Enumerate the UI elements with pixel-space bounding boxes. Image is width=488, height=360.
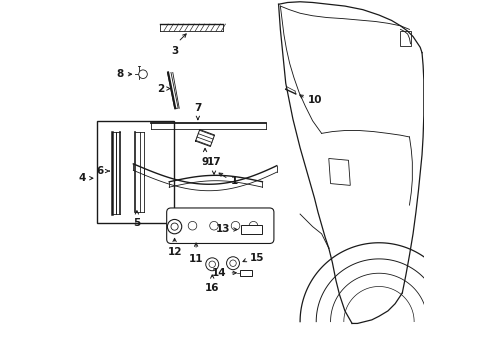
Polygon shape (328, 158, 349, 185)
Circle shape (139, 70, 147, 78)
Text: 7: 7 (194, 103, 201, 113)
Circle shape (249, 221, 257, 230)
Circle shape (171, 223, 178, 230)
Text: 10: 10 (307, 95, 322, 105)
Circle shape (167, 220, 182, 234)
Circle shape (229, 260, 236, 266)
Text: 6: 6 (96, 166, 103, 176)
Text: 1: 1 (230, 176, 238, 186)
Text: 12: 12 (167, 247, 182, 257)
FancyBboxPatch shape (166, 208, 273, 243)
Text: 14: 14 (211, 268, 226, 278)
Text: 4: 4 (79, 173, 86, 183)
Text: 3: 3 (171, 45, 178, 55)
Text: 16: 16 (204, 283, 219, 293)
Text: 13: 13 (215, 225, 230, 234)
Text: 2: 2 (157, 84, 164, 94)
Circle shape (208, 261, 215, 267)
Text: 8: 8 (116, 69, 123, 79)
Bar (240, 270, 251, 276)
Bar (97, 121, 174, 223)
Circle shape (209, 221, 218, 230)
Text: 9: 9 (201, 157, 208, 167)
Text: 15: 15 (249, 253, 264, 263)
Text: 17: 17 (206, 157, 221, 167)
Circle shape (188, 221, 196, 230)
Text: 5: 5 (133, 219, 140, 228)
Circle shape (231, 221, 239, 230)
Circle shape (226, 257, 239, 270)
Text: 11: 11 (188, 253, 203, 264)
Bar (241, 225, 261, 234)
Circle shape (205, 258, 218, 271)
Bar (400, 31, 410, 45)
